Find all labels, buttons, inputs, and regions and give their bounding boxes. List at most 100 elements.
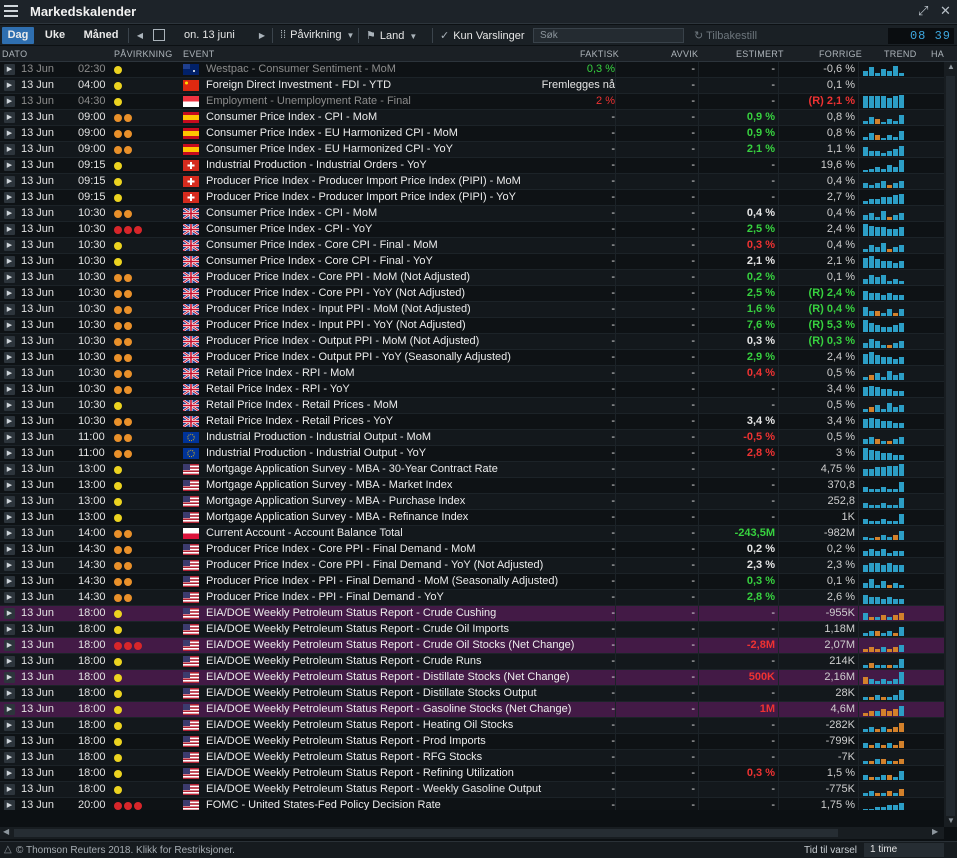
event-name[interactable]: Consumer Price Index - Core CPI - Final … — [206, 239, 438, 251]
expand-row-icon[interactable]: ▶ — [4, 528, 15, 539]
event-name[interactable]: EIA/DOE Weekly Petroleum Status Report -… — [206, 607, 497, 619]
horizontal-scrollbar[interactable]: ◀ ▶ — [0, 827, 944, 839]
copyright-notice[interactable]: © Thomson Reuters 2018. Klikk for Restri… — [16, 845, 235, 856]
table-row[interactable]: ▶ 13 Jun 18:00 EIA/DOE Weekly Petroleum Sta… — [0, 622, 944, 638]
trend-sparkline[interactable] — [863, 335, 905, 348]
trend-sparkline[interactable] — [863, 175, 905, 188]
trend-sparkline[interactable] — [863, 223, 905, 236]
table-row[interactable]: ▶ 13 Jun 10:30 Producer Price Index - Outpu… — [0, 350, 944, 366]
hamburger-menu-icon[interactable] — [4, 5, 18, 17]
trend-sparkline[interactable] — [863, 639, 905, 652]
next-date-icon[interactable]: ▶ — [258, 31, 266, 40]
trend-sparkline[interactable] — [863, 495, 905, 508]
table-row[interactable]: ▶ 13 Jun 14:30 Producer Price Index - Core … — [0, 542, 944, 558]
col-header-date[interactable]: DATO — [2, 49, 28, 59]
table-row[interactable]: ▶ 13 Jun 18:00 EIA/DOE Weekly Petroleum Sta… — [0, 766, 944, 782]
expand-row-icon[interactable]: ▶ — [4, 192, 15, 203]
expand-row-icon[interactable]: ▶ — [4, 624, 15, 635]
horizontal-scroll-thumb[interactable] — [14, 829, 838, 837]
event-name[interactable]: EIA/DOE Weekly Petroleum Status Report -… — [206, 767, 514, 779]
trend-sparkline[interactable] — [863, 799, 905, 810]
trend-sparkline[interactable] — [863, 479, 905, 492]
search-input[interactable] — [533, 28, 684, 43]
event-name[interactable]: EIA/DOE Weekly Petroleum Status Report -… — [206, 655, 482, 667]
trend-sparkline[interactable] — [863, 383, 905, 396]
event-name[interactable]: Westpac - Consumer Sentiment - MoM — [206, 63, 396, 75]
trend-sparkline[interactable] — [863, 287, 905, 300]
expand-row-icon[interactable]: ▶ — [4, 496, 15, 507]
event-name[interactable]: Mortgage Application Survey - MBA - Refi… — [206, 511, 469, 523]
trend-sparkline[interactable] — [863, 575, 905, 588]
event-name[interactable]: Producer Price Index - Core PPI - YoY (N… — [206, 287, 466, 299]
event-name[interactable]: Retail Price Index - Retail Prices - YoY — [206, 415, 394, 427]
table-row[interactable]: ▶ 13 Jun 04:00 Foreign Direct Investment - … — [0, 78, 944, 94]
expand-row-icon[interactable]: ▶ — [4, 368, 15, 379]
col-header-impact[interactable]: PÅVIRKNING — [114, 49, 173, 59]
expand-row-icon[interactable]: ▶ — [4, 656, 15, 667]
expand-row-icon[interactable]: ▶ — [4, 560, 15, 571]
trend-sparkline[interactable] — [863, 239, 905, 252]
reset-button[interactable]: ↻ Tilbakestill — [694, 29, 757, 42]
expand-row-icon[interactable]: ▶ — [4, 256, 15, 267]
trend-sparkline[interactable] — [863, 607, 905, 620]
expand-row-icon[interactable]: ▶ — [4, 544, 15, 555]
trend-sparkline[interactable] — [863, 447, 905, 460]
expand-row-icon[interactable]: ▶ — [4, 592, 15, 603]
table-row[interactable]: ▶ 13 Jun 14:30 Producer Price Index - PPI -… — [0, 574, 944, 590]
table-row[interactable]: ▶ 13 Jun 18:00 EIA/DOE Weekly Petroleum Sta… — [0, 638, 944, 654]
previous-date-icon[interactable]: ◀ — [136, 31, 144, 40]
popout-icon[interactable]: ⤢ — [918, 3, 929, 18]
event-name[interactable]: EIA/DOE Weekly Petroleum Status Report -… — [206, 735, 486, 747]
expand-row-icon[interactable]: ▶ — [4, 320, 15, 331]
event-name[interactable]: EIA/DOE Weekly Petroleum Status Report -… — [206, 639, 575, 651]
trend-sparkline[interactable] — [863, 143, 905, 156]
event-name[interactable]: Retail Price Index - RPI - YoY — [206, 383, 350, 395]
event-name[interactable]: Producer Price Index - Output PPI - MoM … — [206, 335, 480, 347]
event-name[interactable]: EIA/DOE Weekly Petroleum Status Report -… — [206, 751, 483, 763]
table-row[interactable]: ▶ 13 Jun 18:00 EIA/DOE Weekly Petroleum Sta… — [0, 654, 944, 670]
table-row[interactable]: ▶ 13 Jun 10:30 Retail Price Index - Retail … — [0, 398, 944, 414]
time-to-alert-select[interactable]: 1 time — [864, 843, 944, 857]
event-name[interactable]: Producer Price Index - PPI - Final Deman… — [206, 575, 559, 587]
table-row[interactable]: ▶ 13 Jun 18:00 EIA/DOE Weekly Petroleum Sta… — [0, 718, 944, 734]
country-filter-dropdown[interactable]: ⚑ Land ▼ — [366, 29, 417, 42]
expand-row-icon[interactable]: ▶ — [4, 432, 15, 443]
event-name[interactable]: EIA/DOE Weekly Petroleum Status Report -… — [206, 719, 514, 731]
calendar-icon[interactable] — [153, 29, 165, 41]
scroll-right-icon[interactable]: ▶ — [932, 827, 939, 836]
trend-sparkline[interactable] — [863, 367, 905, 380]
trend-sparkline[interactable] — [863, 783, 905, 796]
trend-sparkline[interactable] — [863, 127, 905, 140]
trend-sparkline[interactable] — [863, 511, 905, 524]
table-row[interactable]: ▶ 13 Jun 11:00 Industrial Production - Indu… — [0, 430, 944, 446]
table-row[interactable]: ▶ 13 Jun 20:00 FOMC - United States-Fed Pol… — [0, 798, 944, 810]
expand-row-icon[interactable]: ▶ — [4, 112, 15, 123]
expand-row-icon[interactable]: ▶ — [4, 240, 15, 251]
expand-row-icon[interactable]: ▶ — [4, 720, 15, 731]
table-row[interactable]: ▶ 13 Jun 13:00 Mortgage Application Survey … — [0, 494, 944, 510]
event-name[interactable]: Producer Price Index - PPI - Final Deman… — [206, 591, 444, 603]
trend-sparkline[interactable] — [863, 671, 905, 684]
table-row[interactable]: ▶ 13 Jun 10:30 Consumer Price Index - CPI -… — [0, 206, 944, 222]
event-name[interactable]: Consumer Price Index - CPI - YoY — [206, 223, 373, 235]
event-name[interactable]: EIA/DOE Weekly Petroleum Status Report -… — [206, 687, 537, 699]
table-row[interactable]: ▶ 13 Jun 18:00 EIA/DOE Weekly Petroleum Sta… — [0, 686, 944, 702]
trend-sparkline[interactable] — [863, 207, 905, 220]
table-row[interactable]: ▶ 13 Jun 11:00 Industrial Production - Indu… — [0, 446, 944, 462]
table-row[interactable]: ▶ 13 Jun 10:30 Producer Price Index - Core … — [0, 286, 944, 302]
event-name[interactable]: Producer Price Index - Input PPI - MoM (… — [206, 303, 471, 315]
trend-sparkline[interactable] — [863, 63, 905, 76]
expand-row-icon[interactable]: ▶ — [4, 288, 15, 299]
expand-row-icon[interactable]: ▶ — [4, 480, 15, 491]
scroll-up-icon[interactable]: ▲ — [947, 62, 955, 71]
event-name[interactable]: Producer Price Index - Core PPI - MoM (N… — [206, 271, 471, 283]
expand-row-icon[interactable]: ▶ — [4, 640, 15, 651]
vertical-scrollbar[interactable]: ▲ ▼ — [944, 62, 957, 827]
table-row[interactable]: ▶ 13 Jun 10:30 Retail Price Index - RPI - Y… — [0, 382, 944, 398]
expand-row-icon[interactable]: ▶ — [4, 224, 15, 235]
event-name[interactable]: Industrial Production - Industrial Outpu… — [206, 447, 427, 459]
expand-row-icon[interactable]: ▶ — [4, 800, 15, 810]
table-row[interactable]: ▶ 13 Jun 13:00 Mortgage Application Survey … — [0, 462, 944, 478]
trend-sparkline[interactable] — [863, 527, 905, 540]
expand-row-icon[interactable]: ▶ — [4, 144, 15, 155]
